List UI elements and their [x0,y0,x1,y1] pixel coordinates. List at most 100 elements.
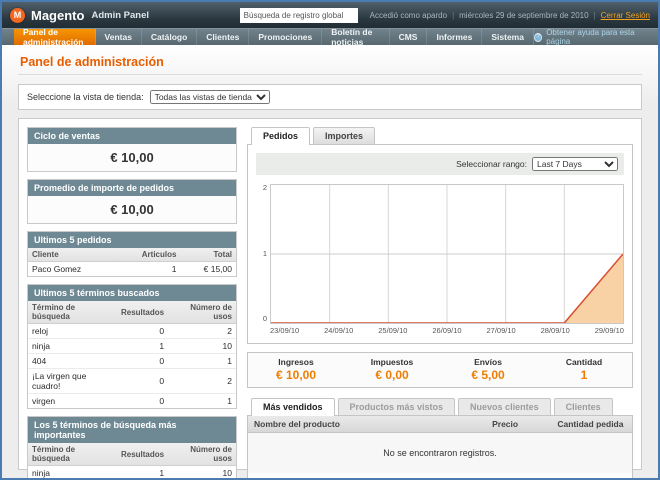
x-tick-label: 28/09/10 [540,326,570,335]
column-header[interactable]: Término de búsqueda [28,443,117,466]
last-search-terms-box: Ultimos 5 términos buscados Término de b… [27,284,237,409]
table-cell: 1 [168,353,236,369]
tab-clientes[interactable]: Clientes [553,398,613,415]
x-tick-label: 25/09/10 [378,326,408,335]
tab-nuevos-clientes[interactable]: Nuevos clientes [458,398,551,415]
column-header[interactable]: Número de usos [168,301,236,324]
header-user-info: Accedió como apardo | miércoles 29 de se… [370,11,650,20]
current-date: miércoles 29 de septiembre de 2010 [459,10,589,20]
tab-mas-vendidos[interactable]: Más vendidos [251,398,335,416]
column-header[interactable]: Término de búsqueda [28,301,117,324]
table-cell: 10 [168,338,236,354]
range-selector-select[interactable]: Last 7 Days [532,157,618,171]
total-value: € 0,00 [375,368,409,382]
tab-productos-mas-vistos[interactable]: Productos más vistos [337,398,456,415]
orders-chart: 2 1 0 [256,183,624,324]
products-grid: Nombre del producto Precio Cantidad pedi… [248,416,632,473]
area-chart-svg [270,184,624,324]
column-header[interactable]: Resultados [116,443,169,466]
dashboard-right-column: Pedidos Importes Seleccionar rango: Last … [247,127,633,478]
x-axis-labels: 23/09/10 24/09/10 25/09/10 26/09/10 27/09/10… [270,326,624,335]
average-orders-value: € 10,00 [28,196,236,223]
x-tick-label: 23/09/10 [270,326,300,335]
nav-item-cms[interactable]: CMS [390,29,428,45]
nav-item-catalogo[interactable]: Catálogo [142,29,198,45]
store-switcher-select[interactable]: Todas las vistas de tienda [149,90,270,104]
average-orders-box: Promedio de importe de pedidos € 10,00 [27,179,237,224]
x-tick-label: 26/09/10 [432,326,462,335]
box-title: Ciclo de ventas [28,128,236,144]
nav-items: Panel de administración Ventas Catálogo Cli… [14,27,534,47]
chart-panel: Seleccionar rango: Last 7 Days 2 1 0 23/09… [247,145,633,344]
nav-item-ventas[interactable]: Ventas [96,29,142,45]
table-cell: 0 [116,323,169,339]
nav-item-promociones[interactable]: Promociones [249,29,323,45]
y-tick-label: 2 [262,183,267,192]
column-header[interactable]: Total [180,248,236,262]
brand-subtitle: Admin Panel [91,9,149,21]
divider: | [452,10,455,20]
total-value: € 5,00 [471,368,505,382]
table-cell: reloj [28,323,117,339]
total-impuestos: Impuestos € 0,00 [344,357,440,382]
box-title: Ultimos 5 términos buscados [28,285,236,301]
total-label: Cantidad [565,357,603,367]
global-search-input[interactable] [239,7,358,23]
table-cell: ninja [28,338,117,354]
column-header[interactable]: Articulos [115,248,181,262]
total-envios: Envíos € 5,00 [440,357,536,382]
logged-in-as: Accedió como apardo [369,10,448,20]
y-tick-label: 1 [262,248,267,258]
table-cell: 2 [168,368,236,394]
empty-message: No se encontraron registros. [248,432,632,473]
plot-area [270,184,624,324]
table-cell: € 15,00 [203,264,232,274]
total-label: Impuestos [370,357,414,367]
table-row: Paco Gomez 1 € 15,00 [28,262,236,277]
nav-item-boletin-de-noticias[interactable]: Boletín de noticias [322,27,390,47]
tab-importes[interactable]: Importes [313,127,376,144]
last-orders-table: Cliente Articulos Total Paco Gomez 1 € 15,… [28,248,236,276]
column-header[interactable]: Cliente [28,248,116,262]
table-row: 404 0 1 [28,353,236,369]
logout-link[interactable]: Cerrar Sesión [600,10,650,20]
table-cell: 0 [116,368,169,394]
last-orders-box: Ultimos 5 pedidos Cliente Articulos Tota… [27,231,237,277]
nav-item-sistema[interactable]: Sistema [482,29,534,45]
column-header[interactable]: Cantidad pedida [551,416,632,433]
table-cell: 1 [116,465,169,478]
box-title: Promedio de importe de pedidos [28,180,236,196]
grid-tabbar: Más vendidos Productos más vistos Nuevos c… [247,398,633,416]
dashboard-left-column: Ciclo de ventas € 10,00 Promedio de impo… [27,127,237,478]
table-cell: ninja [28,465,117,478]
y-tick-label: 0 [262,314,267,323]
table-cell: 10 [168,465,236,478]
nav-item-panel-de-administracion[interactable]: Panel de administración [14,27,96,47]
x-tick-label: 27/09/10 [486,326,516,335]
tab-pedidos[interactable]: Pedidos [251,127,311,145]
totals-bar: Ingresos € 10,00 Impuestos € 0,00 Envíos € 5,… [247,352,633,388]
store-switcher: Seleccione la vista de tienda: Todas las… [18,84,642,110]
store-switcher-label: Seleccione la vista de tienda: [27,92,144,102]
table-cell: 2 [168,323,236,339]
empty-row: No se encontraron registros. [248,432,632,473]
last-search-terms-table: Término de búsqueda Resultados Número de… [28,301,236,408]
nav-item-clientes[interactable]: Clientes [197,29,250,45]
help-label: Obtener ayuda para esta página [546,28,635,46]
column-header[interactable]: Nombre del producto [248,416,487,433]
content-area: Panel de administración Seleccione la vi… [2,45,658,478]
help-link[interactable]: ? Obtener ayuda para esta página [533,28,648,46]
column-header[interactable]: Número de usos [168,443,236,466]
table-row: ninja 1 10 [28,338,236,354]
nav-item-informes[interactable]: Informes [427,29,483,45]
lifetime-sales-box: Ciclo de ventas € 10,00 [27,127,237,172]
y-axis-labels: 2 1 0 [256,183,270,324]
column-header[interactable]: Precio [486,416,552,433]
table-row: reloj 0 2 [28,323,236,339]
products-grid-panel: Nombre del producto Precio Cantidad pedi… [247,416,633,478]
column-header[interactable]: Resultados [116,301,169,324]
header: M Magento Admin Panel Accedió como apard… [2,2,658,28]
table-cell: virgen [32,396,56,406]
table-cell: 404 [28,353,117,369]
top-search-terms-box: Los 5 términos de búsqueda más important… [27,416,237,478]
